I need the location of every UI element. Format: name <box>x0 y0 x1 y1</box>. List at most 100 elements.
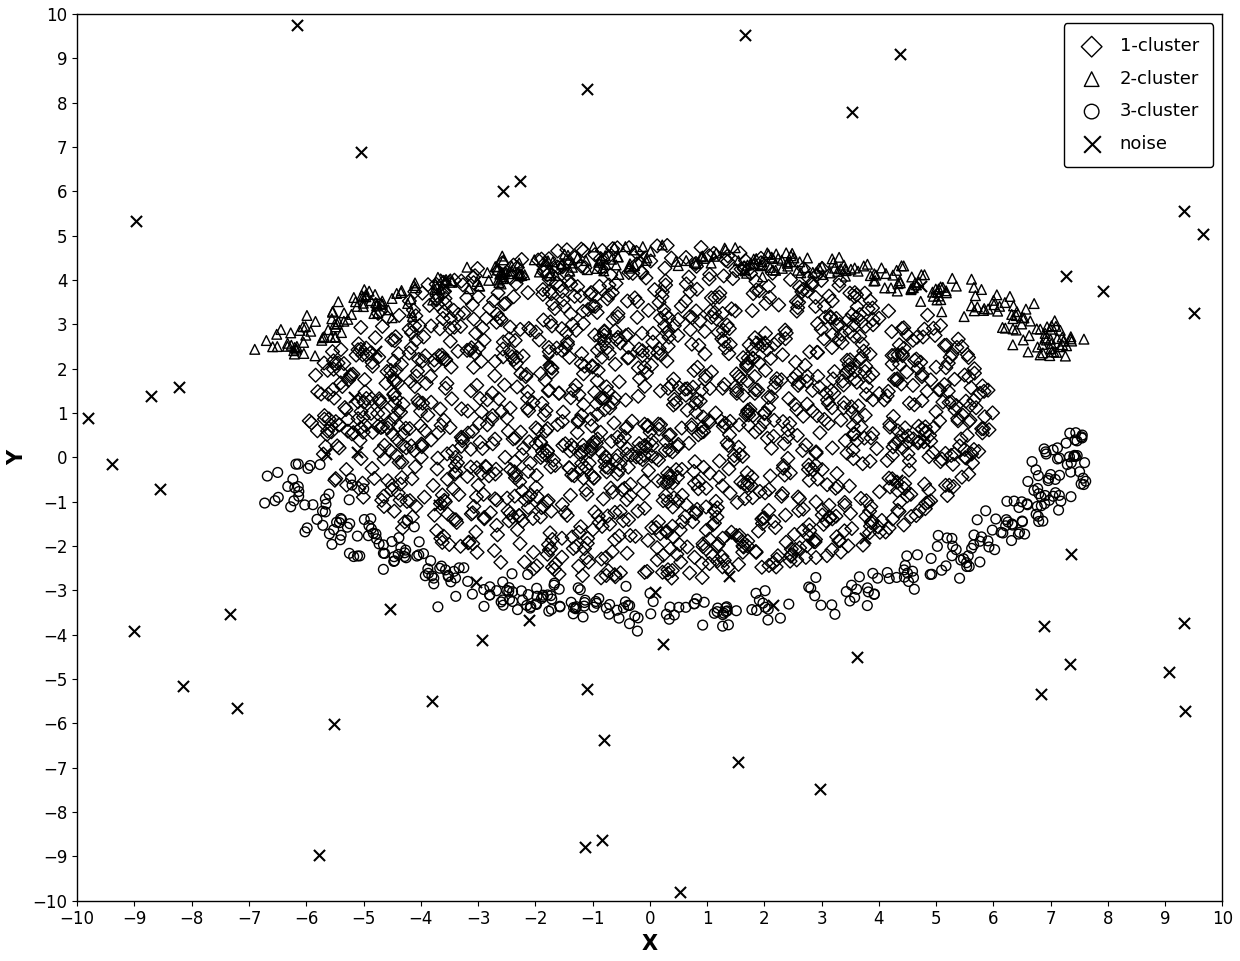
1-cluster <box>863 301 883 316</box>
1-cluster <box>595 449 615 464</box>
1-cluster <box>691 313 711 329</box>
1-cluster <box>625 529 645 544</box>
1-cluster <box>665 392 684 407</box>
1-cluster <box>538 443 558 458</box>
1-cluster <box>433 285 453 301</box>
1-cluster <box>751 559 771 575</box>
1-cluster <box>713 419 733 434</box>
3-cluster <box>1004 493 1024 508</box>
2-cluster <box>926 282 946 297</box>
1-cluster <box>494 334 513 350</box>
1-cluster <box>572 241 591 257</box>
1-cluster <box>402 471 422 486</box>
2-cluster <box>975 301 994 316</box>
1-cluster <box>603 395 622 410</box>
1-cluster <box>526 420 546 435</box>
1-cluster <box>754 510 774 526</box>
1-cluster <box>713 478 733 493</box>
1-cluster <box>906 507 926 523</box>
1-cluster <box>883 471 903 486</box>
2-cluster <box>508 265 528 281</box>
3-cluster <box>589 591 609 606</box>
1-cluster <box>404 318 424 333</box>
1-cluster <box>647 553 667 568</box>
3-cluster <box>997 512 1017 528</box>
1-cluster <box>549 385 569 401</box>
1-cluster <box>784 371 804 386</box>
2-cluster <box>771 253 791 268</box>
1-cluster <box>560 307 580 322</box>
3-cluster <box>894 562 914 578</box>
1-cluster <box>413 396 433 411</box>
1-cluster <box>491 554 511 570</box>
3-cluster <box>895 557 915 573</box>
2-cluster <box>305 348 325 363</box>
1-cluster <box>315 411 335 427</box>
1-cluster <box>833 400 853 415</box>
3-cluster <box>340 492 360 507</box>
1-cluster <box>847 309 867 325</box>
1-cluster <box>463 424 482 439</box>
3-cluster <box>1028 508 1048 524</box>
1-cluster <box>841 505 861 521</box>
1-cluster <box>687 502 707 517</box>
1-cluster <box>831 273 851 288</box>
1-cluster <box>531 509 551 525</box>
1-cluster <box>806 550 826 565</box>
1-cluster <box>299 413 319 429</box>
1-cluster <box>727 383 746 399</box>
1-cluster <box>810 425 830 440</box>
1-cluster <box>713 381 733 396</box>
3-cluster <box>963 537 983 553</box>
1-cluster <box>554 299 574 314</box>
2-cluster <box>972 282 992 297</box>
1-cluster <box>404 284 424 300</box>
1-cluster <box>601 433 621 449</box>
1-cluster <box>794 260 813 276</box>
1-cluster <box>588 508 608 524</box>
1-cluster <box>839 479 859 494</box>
1-cluster <box>852 336 872 352</box>
1-cluster <box>800 473 820 488</box>
1-cluster <box>913 330 932 345</box>
1-cluster <box>445 450 465 465</box>
1-cluster <box>619 339 639 355</box>
1-cluster <box>513 349 533 364</box>
2-cluster <box>469 278 489 293</box>
1-cluster <box>730 474 750 489</box>
1-cluster <box>381 443 401 458</box>
1-cluster <box>372 319 392 334</box>
1-cluster <box>560 443 580 458</box>
1-cluster <box>973 421 993 436</box>
1-cluster <box>517 391 537 407</box>
1-cluster <box>661 467 681 482</box>
1-cluster <box>625 290 645 306</box>
1-cluster <box>435 352 455 367</box>
1-cluster <box>569 386 589 402</box>
2-cluster <box>496 263 516 279</box>
1-cluster <box>523 545 543 560</box>
1-cluster <box>879 304 899 319</box>
1-cluster <box>956 393 976 408</box>
3-cluster <box>746 585 766 601</box>
3-cluster <box>986 511 1006 527</box>
2-cluster <box>492 248 512 263</box>
1-cluster <box>817 392 837 407</box>
1-cluster <box>619 350 639 365</box>
2-cluster <box>1050 323 1070 338</box>
2-cluster <box>558 248 578 263</box>
1-cluster <box>368 418 388 433</box>
1-cluster <box>595 333 615 348</box>
1-cluster <box>972 421 992 436</box>
noise <box>1061 547 1081 562</box>
3-cluster <box>614 600 634 615</box>
3-cluster <box>799 579 818 595</box>
3-cluster <box>937 530 957 546</box>
noise <box>577 82 596 97</box>
1-cluster <box>549 385 569 401</box>
1-cluster <box>407 368 427 383</box>
1-cluster <box>930 318 950 333</box>
1-cluster <box>947 411 967 427</box>
1-cluster <box>600 400 620 415</box>
1-cluster <box>635 359 655 375</box>
